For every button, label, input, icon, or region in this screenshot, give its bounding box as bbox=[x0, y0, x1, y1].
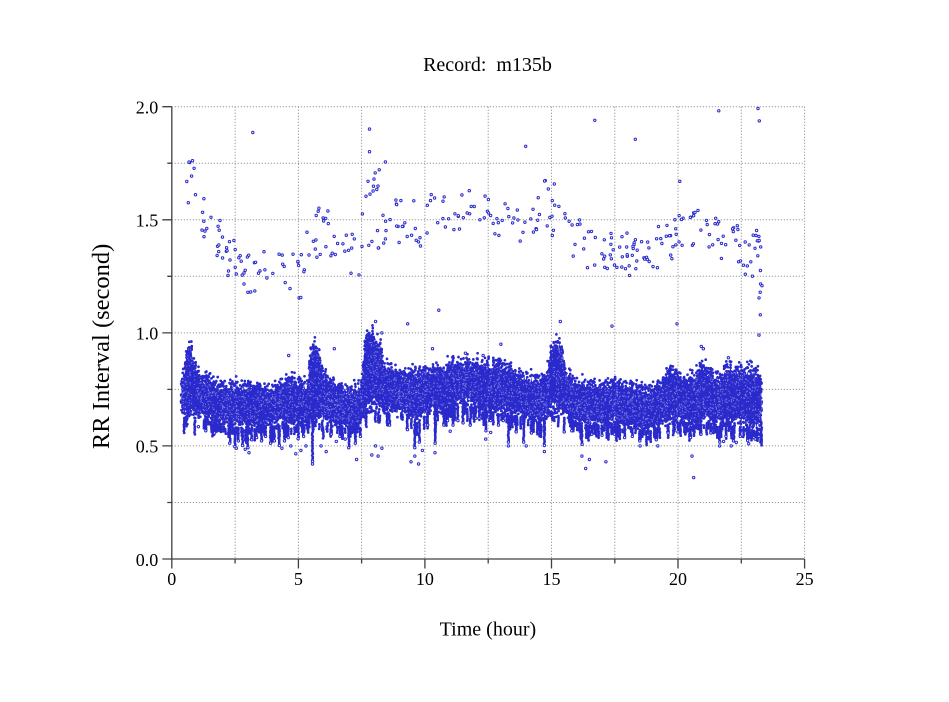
svg-text:0.5: 0.5 bbox=[136, 437, 159, 457]
svg-text:10: 10 bbox=[416, 569, 434, 589]
svg-text:15: 15 bbox=[543, 569, 561, 589]
svg-text:1.0: 1.0 bbox=[136, 324, 159, 344]
svg-text:2.0: 2.0 bbox=[136, 98, 159, 118]
svg-text:Time (hour): Time (hour) bbox=[440, 618, 536, 640]
svg-text:25: 25 bbox=[796, 569, 814, 589]
svg-text:RR Interval (second): RR Interval (second) bbox=[88, 244, 115, 449]
svg-text:Record: m135b: Record: m135b bbox=[423, 54, 552, 76]
svg-text:20: 20 bbox=[669, 569, 687, 589]
svg-text:0.0: 0.0 bbox=[136, 550, 159, 570]
svg-text:0: 0 bbox=[167, 569, 176, 589]
svg-text:1.5: 1.5 bbox=[136, 211, 159, 231]
svg-text:5: 5 bbox=[294, 569, 303, 589]
